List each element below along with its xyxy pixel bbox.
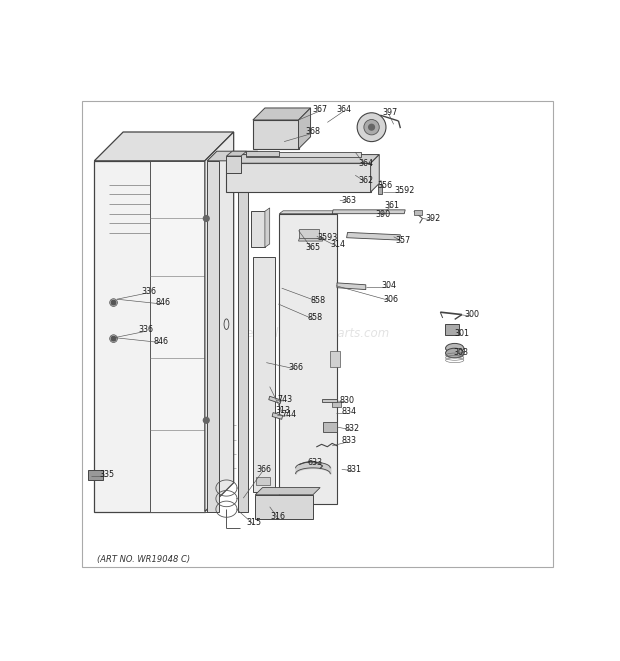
Polygon shape: [94, 161, 205, 512]
Text: 832: 832: [345, 424, 360, 433]
Text: 357: 357: [396, 235, 411, 245]
Text: 390: 390: [375, 210, 390, 219]
Polygon shape: [279, 211, 341, 214]
Polygon shape: [332, 210, 405, 214]
Text: 336: 336: [141, 287, 156, 296]
Circle shape: [369, 124, 374, 130]
Text: 356: 356: [378, 181, 392, 190]
Text: 315: 315: [247, 518, 262, 527]
Text: 397: 397: [382, 108, 397, 117]
Polygon shape: [226, 155, 379, 163]
Text: 831: 831: [347, 465, 361, 474]
Polygon shape: [226, 151, 247, 156]
Bar: [322, 422, 337, 432]
Text: 300: 300: [464, 310, 479, 319]
Bar: [256, 477, 270, 485]
Text: 833: 833: [342, 436, 356, 445]
Polygon shape: [253, 120, 298, 149]
Text: 304: 304: [381, 281, 396, 290]
Polygon shape: [207, 151, 258, 161]
Polygon shape: [347, 233, 401, 240]
Text: 858: 858: [310, 295, 326, 305]
Text: (ART NO. WR19048 C): (ART NO. WR19048 C): [97, 555, 190, 564]
Text: 368: 368: [306, 128, 321, 136]
Bar: [299, 229, 319, 238]
Text: 314: 314: [331, 241, 346, 249]
Polygon shape: [226, 156, 241, 173]
Text: 366: 366: [289, 363, 304, 372]
Polygon shape: [246, 151, 279, 156]
Text: 367: 367: [312, 105, 328, 114]
Text: 313: 313: [276, 407, 291, 415]
Bar: [88, 470, 104, 481]
Text: 303: 303: [453, 348, 469, 356]
Polygon shape: [94, 132, 234, 161]
Polygon shape: [255, 495, 313, 519]
Bar: [330, 350, 340, 368]
Polygon shape: [322, 399, 337, 402]
Circle shape: [111, 336, 116, 341]
Text: 365: 365: [306, 243, 321, 252]
Polygon shape: [246, 151, 361, 157]
Bar: [445, 324, 459, 334]
Text: 306: 306: [383, 295, 398, 303]
Polygon shape: [239, 161, 248, 512]
Text: 846: 846: [153, 336, 168, 346]
Text: 834: 834: [342, 407, 356, 416]
Polygon shape: [207, 161, 219, 512]
Circle shape: [203, 215, 209, 221]
Text: 633: 633: [308, 458, 323, 467]
Polygon shape: [337, 283, 366, 290]
Text: 743: 743: [278, 395, 293, 404]
Bar: [378, 184, 382, 194]
Polygon shape: [371, 155, 379, 192]
Polygon shape: [265, 208, 270, 247]
Ellipse shape: [446, 344, 464, 353]
Circle shape: [364, 120, 379, 135]
Polygon shape: [332, 402, 341, 407]
Circle shape: [357, 113, 386, 141]
Text: 744: 744: [281, 410, 296, 419]
Polygon shape: [149, 161, 207, 512]
Text: 335: 335: [100, 469, 115, 479]
Text: 3593: 3593: [317, 233, 337, 242]
Text: 364: 364: [358, 159, 373, 168]
Ellipse shape: [446, 348, 464, 358]
Text: 858: 858: [308, 313, 323, 323]
Polygon shape: [205, 132, 234, 512]
Text: 316: 316: [271, 512, 286, 521]
Text: 361: 361: [385, 200, 400, 210]
Polygon shape: [252, 212, 265, 247]
Text: eReplacementParts.com: eReplacementParts.com: [246, 327, 390, 340]
Text: 301: 301: [454, 329, 469, 338]
Polygon shape: [253, 108, 311, 120]
Circle shape: [203, 417, 209, 423]
Polygon shape: [272, 412, 283, 419]
Text: 846: 846: [156, 298, 171, 307]
Polygon shape: [298, 238, 324, 241]
Text: 364: 364: [337, 105, 352, 114]
Text: 3592: 3592: [394, 186, 414, 195]
Text: 363: 363: [342, 196, 356, 205]
Polygon shape: [255, 488, 320, 495]
Polygon shape: [298, 108, 311, 149]
Text: 830: 830: [339, 396, 354, 405]
Polygon shape: [226, 163, 371, 192]
Text: 362: 362: [358, 176, 373, 184]
Text: 366: 366: [257, 465, 272, 474]
Text: 336: 336: [139, 325, 154, 334]
Circle shape: [111, 300, 116, 305]
Polygon shape: [253, 257, 275, 492]
Polygon shape: [279, 214, 337, 504]
Text: 392: 392: [425, 214, 441, 223]
Polygon shape: [268, 397, 281, 403]
Bar: [414, 210, 422, 215]
